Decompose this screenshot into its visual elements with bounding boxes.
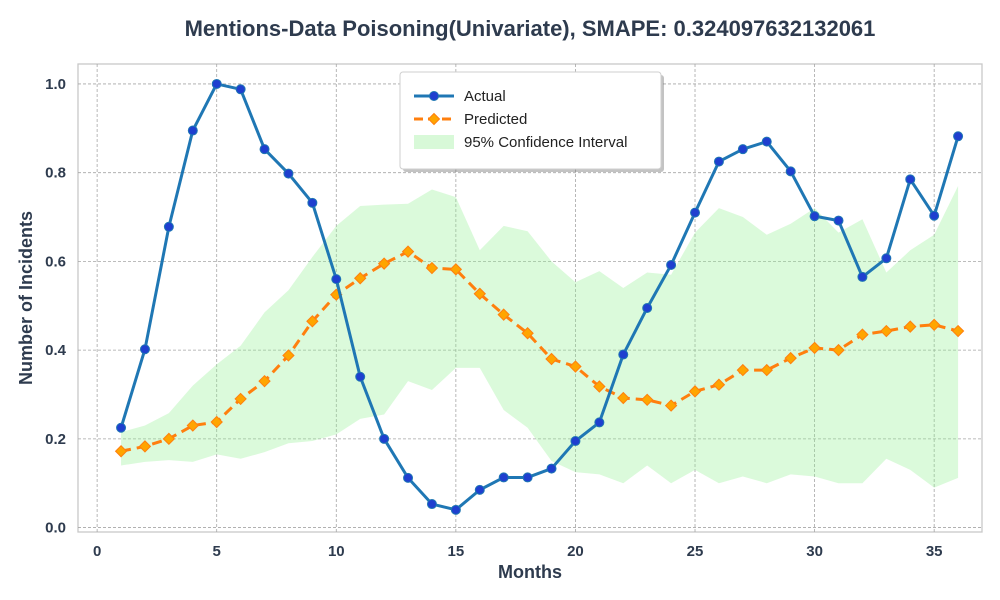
chart-title: Mentions-Data Poisoning(Univariate), SMA… <box>185 16 876 41</box>
legend-predicted-marker <box>427 112 441 126</box>
legend-actual-marker <box>429 91 439 101</box>
data-point-predicted <box>497 308 510 321</box>
legend: Actual Predicted 95% Confidence Interval <box>399 71 664 172</box>
data-point-predicted <box>258 374 271 388</box>
data-point-predicted <box>617 391 630 405</box>
data-point-predicted <box>473 287 486 300</box>
data-point-predicted <box>664 399 678 412</box>
data-point-actual <box>713 156 724 167</box>
x-tick-label: 35 <box>926 543 943 560</box>
data-point-actual <box>163 221 174 232</box>
data-point-predicted <box>808 341 821 355</box>
legend-predicted-label: Predicted <box>464 111 527 128</box>
data-point-actual <box>139 344 150 355</box>
data-point-predicted <box>425 261 439 275</box>
data-point-predicted <box>927 318 941 332</box>
data-point-predicted <box>569 360 582 373</box>
data-point-actual <box>331 274 342 285</box>
data-point-actual <box>522 472 533 483</box>
x-tick-label: 20 <box>567 543 584 560</box>
x-tick-label: 15 <box>448 543 465 560</box>
data-point-actual <box>283 168 294 179</box>
data-point-actual <box>737 144 748 155</box>
data-point-predicted <box>712 378 726 391</box>
series-layer <box>114 78 965 515</box>
y-tick-label: 0.2 <box>45 431 66 448</box>
data-point-actual <box>881 253 892 264</box>
data-point-predicted <box>593 380 606 393</box>
data-point-actual <box>474 484 485 495</box>
data-point-actual <box>355 371 366 382</box>
data-point-actual <box>570 436 581 447</box>
data-point-predicted <box>521 327 534 340</box>
data-point-predicted <box>545 352 558 366</box>
data-point-actual <box>450 504 461 515</box>
data-point-actual <box>594 417 605 428</box>
data-point-predicted <box>640 393 654 407</box>
data-point-actual <box>426 499 437 510</box>
data-point-actual <box>618 349 629 360</box>
data-point-predicted <box>234 392 247 406</box>
data-point-predicted <box>210 415 223 429</box>
y-tick-label: 1.0 <box>45 76 66 93</box>
data-point-actual <box>211 78 222 89</box>
legend-actual-label: Actual <box>464 88 506 105</box>
data-point-predicted <box>736 363 750 377</box>
legend-box <box>399 71 662 170</box>
data-point-actual <box>953 131 964 142</box>
x-tick-label: 0 <box>93 543 101 560</box>
data-point-predicted <box>401 245 415 258</box>
data-point-actual <box>690 207 701 218</box>
data-point-actual <box>905 174 916 185</box>
data-point-predicted <box>760 363 773 377</box>
data-point-actual <box>546 463 557 474</box>
data-point-actual <box>785 166 796 177</box>
data-point-predicted <box>353 272 367 285</box>
data-point-actual <box>929 210 940 221</box>
y-tick-label: 0.4 <box>45 342 67 359</box>
data-point-predicted <box>784 351 797 365</box>
legend-ci-label: 95% Confidence Interval <box>464 134 627 151</box>
data-point-actual <box>761 136 772 147</box>
data-point-actual <box>235 84 246 95</box>
data-point-predicted <box>114 445 128 458</box>
data-point-actual <box>187 125 198 136</box>
data-point-actual <box>498 472 509 483</box>
data-point-predicted <box>856 328 869 341</box>
data-point-predicted <box>951 324 965 338</box>
x-tick-label: 5 <box>213 543 221 560</box>
y-tick-label: 0.0 <box>45 520 66 537</box>
data-point-actual <box>379 433 390 444</box>
x-tick-label: 25 <box>687 543 704 560</box>
data-point-predicted <box>832 343 845 357</box>
data-point-predicted <box>688 385 702 398</box>
data-point-predicted <box>904 320 917 333</box>
data-point-predicted <box>880 324 893 338</box>
data-point-predicted <box>282 349 295 362</box>
data-point-actual <box>307 197 318 208</box>
x-axis-label: Months <box>498 562 562 582</box>
data-point-predicted <box>138 440 152 453</box>
data-point-predicted <box>449 263 463 276</box>
y-tick-label: 0.6 <box>45 253 66 270</box>
data-point-actual <box>833 215 844 226</box>
data-point-actual <box>809 211 820 222</box>
x-tick-label: 10 <box>328 543 345 560</box>
data-point-actual <box>259 144 270 155</box>
x-tick-label: 30 <box>806 543 823 560</box>
data-point-predicted <box>162 432 176 446</box>
data-point-actual <box>116 422 127 433</box>
data-point-actual <box>666 259 677 270</box>
y-axis-label: Number of Incidents <box>16 211 36 385</box>
tick-labels: 0 5 10 15 20 25 30 35 0.0 0.2 0.4 0.6 0.8 1.0 <box>45 76 942 560</box>
legend-ci-swatch <box>414 135 454 149</box>
data-point-actual <box>403 472 414 483</box>
data-point-actual <box>642 302 653 313</box>
data-point-actual <box>857 271 868 282</box>
data-point-predicted <box>377 257 391 270</box>
data-point-predicted <box>186 419 200 432</box>
y-tick-label: 0.8 <box>45 165 66 182</box>
data-point-predicted <box>306 315 319 328</box>
